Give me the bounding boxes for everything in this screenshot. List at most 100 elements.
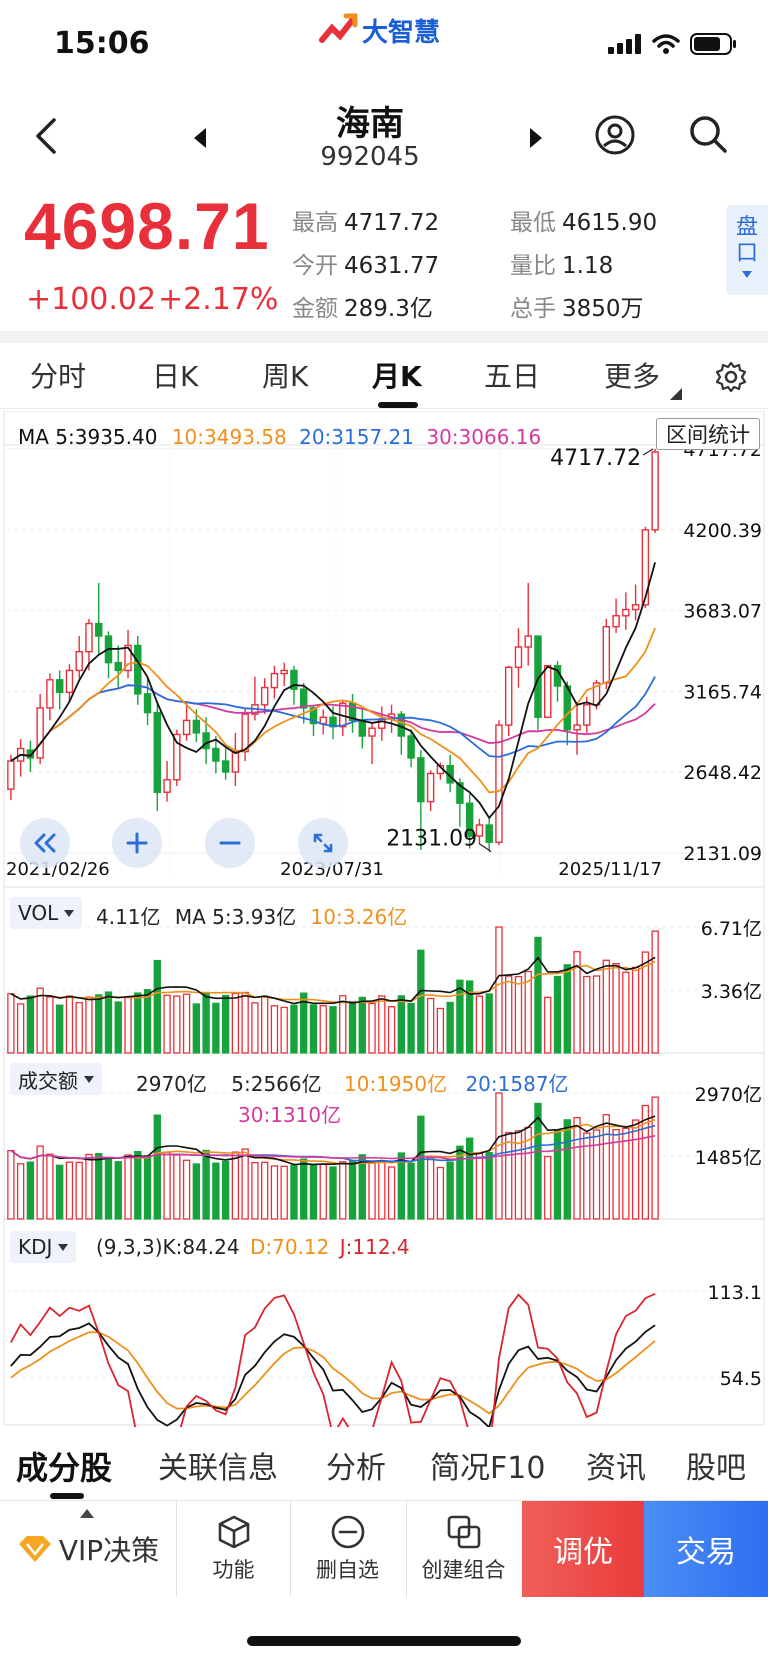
volume-bar [221,994,230,1054]
candle-up [46,679,54,709]
logo-text: 大智慧 [362,17,441,48]
back-button[interactable] [28,114,68,158]
volume-value: 4.11亿 [96,905,161,929]
candle-down [534,635,542,718]
zoom-in-button[interactable] [112,818,162,868]
search-button[interactable] [686,112,730,156]
candle-down [290,669,298,690]
candle-down [143,693,152,714]
candle-up [182,719,191,736]
tab-monthly-k[interactable]: 月K [372,360,422,393]
chart-settings-button[interactable] [714,360,748,394]
amount-bar [46,1153,54,1220]
vip-decision-button[interactable]: VIP决策 [0,1501,176,1597]
candle-down [221,760,230,773]
amount-y-tick: 2970亿 [695,1084,762,1106]
logo-mark-icon [319,13,358,43]
tab-forum[interactable]: 股吧 [686,1451,746,1486]
candle-up [514,646,523,669]
tab-related-info[interactable]: 关联信息 [158,1451,278,1486]
amount-bar [592,1129,601,1220]
amount-bar [465,1137,474,1220]
price-change-percent: +2.17% [158,282,279,317]
amount-value: 2970亿 [136,1072,207,1096]
ma30-legend: 30:3066.16 [426,425,542,449]
more-corner-icon [670,388,682,400]
candle-up [85,622,93,653]
x-tick-label: 2025/11/17 [558,859,662,880]
kline-chart-area[interactable]: 4717.72 4200.39 3683.07 3165.74 2648.42 2131.… [0,411,768,1427]
candle-up [36,707,44,759]
volume-bar [56,1004,64,1054]
amount-bar [16,1163,25,1220]
candle-down [465,802,474,837]
create-portfolio-button[interactable]: 创建组合 [406,1501,520,1597]
remove-watchlist-button[interactable]: 删自选 [290,1501,404,1597]
function-label: 功能 [212,1558,255,1582]
amount-bar [339,1161,347,1220]
fullscreen-button[interactable] [298,818,348,868]
volume-bar [46,996,54,1054]
volume-y-tick: 6.71亿 [701,918,762,940]
kdj-indicator-select[interactable]: KDJ [10,1231,77,1263]
range-stats-button[interactable]: 区间统计 [656,418,760,450]
function-button[interactable]: 功能 [176,1501,290,1597]
next-stock-button[interactable] [524,126,548,150]
amount-bar [7,1149,15,1220]
volume-bar [456,979,464,1054]
amount-bar [563,1119,571,1220]
gear-icon [715,361,747,393]
volume-bar [485,993,493,1054]
trade-button[interactable]: 交易 [644,1501,768,1597]
tab-news[interactable]: 资讯 [586,1451,646,1486]
user-profile-button[interactable] [592,112,638,158]
amount-bar [134,1150,142,1220]
candle-up [631,604,640,611]
volume-indicator-label: VOL [18,901,59,925]
candle-up [612,615,620,628]
amount-bar [534,1102,542,1220]
candle-up [75,650,83,672]
volume-bar [573,951,581,1054]
tab-constituents[interactable]: 成分股 [16,1449,113,1487]
volume-bar [426,997,435,1054]
prev-stock-button[interactable] [188,126,212,150]
candle-up [231,750,240,773]
scroll-left-button[interactable] [20,818,70,868]
volume-bar [602,959,610,1054]
volume-bar [417,949,425,1054]
tab-daily-k[interactable]: 日K [152,360,199,393]
candle-up [651,451,659,531]
volume-bar [134,992,142,1054]
tab-analysis[interactable]: 分析 [326,1451,386,1486]
volume-bar [163,994,171,1054]
tab-more[interactable]: 更多 [604,360,661,393]
amount-indicator-select[interactable]: 成交额 [10,1063,102,1095]
app-logo: 大智慧 [318,8,452,52]
optimize-button[interactable]: 调优 [522,1501,644,1597]
amount-bar [309,1164,318,1220]
tab-weekly-k[interactable]: 周K [262,360,309,393]
tab-intraday[interactable]: 分时 [30,360,87,393]
amount-y-tick: 1485亿 [695,1147,762,1169]
amount-legend: 2970亿 5:2566亿 10:1950亿 20:1587亿 [136,1068,569,1097]
volume-bar [348,1000,357,1054]
volume-bar [407,1002,415,1054]
y-tick-label: 3683.07 [683,601,762,623]
amount-bar [436,1166,445,1220]
kdj-d-line [10,1331,656,1415]
volume-indicator-select[interactable]: VOL [10,897,83,929]
amount-bar [622,1127,630,1220]
amount-bar [300,1158,308,1220]
amount-bar [319,1163,327,1220]
tab-f10[interactable]: 简况F10 [430,1451,546,1486]
amount-bar [602,1114,610,1220]
volume-bar [309,1004,318,1054]
tab-five-day[interactable]: 五日 [484,360,541,393]
volume-ma5: MA 5:3.93亿 [174,905,297,929]
candle-up [495,724,503,843]
kdj-lines [10,1292,656,1427]
active-tab-indicator [378,402,418,408]
order-book-button[interactable]: 盘 口 [726,205,768,295]
zoom-out-button[interactable] [205,818,255,868]
